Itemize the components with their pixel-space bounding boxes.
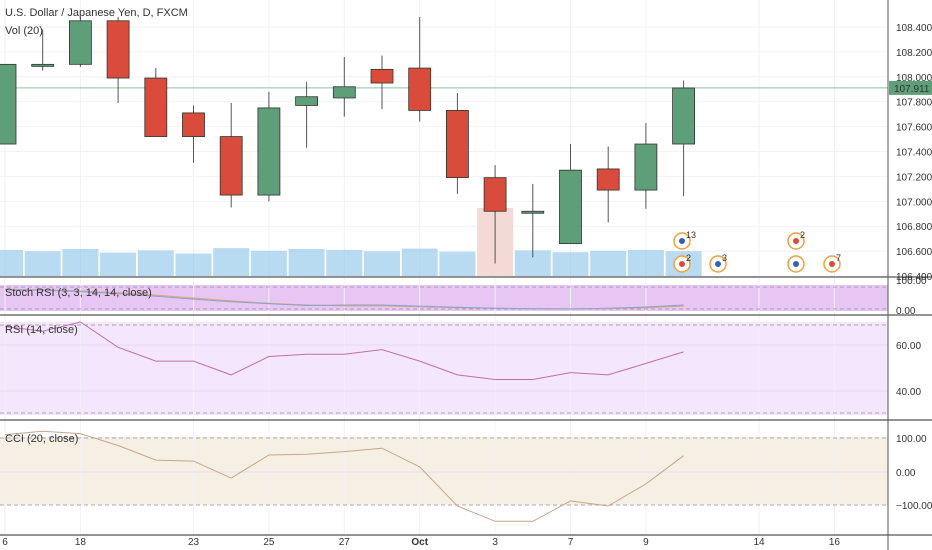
volume-bar: [401, 248, 438, 276]
price-tick-label: 106.600: [896, 247, 932, 258]
candle-body: [634, 143, 658, 191]
event-count-label: 2: [686, 253, 691, 263]
price-tick-label: 108.000: [896, 73, 932, 84]
price-tick-label: 106.800: [896, 222, 932, 233]
candle-body: [182, 112, 205, 137]
candle-body: [559, 169, 582, 245]
price-tick-label: 108.200: [896, 48, 932, 59]
symbol-title: U.S. Dollar / Japanese Yen, D, FXCM: [5, 7, 188, 19]
price-tick-label: 107.800: [896, 98, 932, 109]
last-price-badge: [889, 80, 932, 95]
candle-body: [0, 63, 17, 145]
cci-line: [4, 430, 684, 522]
price-tick-label: 106.400: [896, 272, 932, 283]
volume-bar: [175, 253, 212, 276]
axis-labels: 108.400 108.200 108.000 107.800 107.600 107.4…: [2, 23, 932, 548]
time-tick-label: 16: [829, 537, 841, 548]
candlesticks: [0, 17, 695, 264]
event-count-label: 2: [800, 230, 805, 240]
candle-body: [295, 96, 319, 106]
rsi-tick-label: 60.00: [896, 341, 921, 352]
time-tick-label: 9: [643, 537, 649, 548]
event-count-label: 13: [686, 230, 696, 240]
price-tick-label: 108.400: [896, 23, 932, 34]
event-flag-icon: [793, 261, 799, 267]
time-tick-label: 23: [188, 537, 200, 548]
stoch-rsi-k-line: [4, 289, 684, 310]
volume-bar: [137, 250, 174, 276]
time-tick-label: Oct: [411, 537, 428, 548]
volume-bar: [250, 250, 287, 276]
candle-body: [219, 136, 243, 196]
volume-bar: [364, 251, 400, 276]
cci-tick-label: −100.00: [896, 501, 932, 512]
rsi-band: [0, 322, 888, 415]
event-flag-icon: [829, 261, 835, 267]
event-markers[interactable]: 13 2 3 2 7: [673, 230, 841, 273]
event-count-label: 3: [722, 253, 727, 263]
event-flag-icon: [715, 261, 721, 267]
cci-band: [0, 437, 888, 505]
rsi-tick-label: 40.00: [896, 387, 921, 398]
volume-bar: [439, 251, 476, 276]
price-tick-label: 107.200: [896, 172, 932, 183]
stoch-tick-label: 0.00: [896, 306, 916, 317]
time-tick-label: 27: [339, 537, 351, 548]
rsi-label: RSI (14, close): [5, 324, 78, 336]
volume-label: Vol (20): [5, 25, 43, 37]
last-price-label: 107.911: [894, 84, 930, 95]
candle-body: [106, 20, 130, 79]
candle-body: [332, 86, 356, 99]
volume-bars: [0, 208, 702, 276]
stoch-tick-label: 100.00: [896, 276, 927, 287]
volume-bar: [100, 252, 137, 276]
time-tick-label: 25: [263, 537, 275, 548]
time-tick-label: 14: [753, 537, 765, 548]
volume-bar: [590, 250, 627, 276]
event-count-label: 7: [836, 253, 841, 263]
cci-tick-label: 0.00: [896, 468, 916, 479]
rsi-line: [4, 321, 684, 380]
volume-bar: [213, 248, 250, 276]
price-tick-label: 107.600: [896, 123, 932, 134]
candle-body: [672, 87, 695, 145]
indicator-lines: [4, 288, 684, 522]
candle-body: [370, 68, 394, 84]
event-flag-icon: [679, 261, 685, 267]
cci-tick-label: 100.00: [896, 434, 927, 445]
stoch-rsi-label: Stoch RSI (3, 3, 14, 14, close): [5, 287, 152, 299]
pane-backgrounds: [0, 285, 888, 505]
volume-bar: [627, 249, 664, 276]
time-tick-label: 6: [2, 537, 8, 548]
volume-bar: [24, 251, 61, 276]
event-flag-icon: [679, 238, 685, 244]
time-tick-label: 3: [492, 537, 498, 548]
time-tick-label: 18: [75, 537, 87, 548]
candle-body: [144, 77, 168, 137]
candle-body: [483, 177, 507, 212]
cci-label: CCI (20, close): [5, 433, 78, 445]
volume-bar: [288, 249, 325, 276]
candle-body: [445, 110, 469, 179]
volume-bar: [326, 249, 363, 276]
candle-body: [521, 210, 545, 214]
candle-body: [257, 107, 281, 196]
volume-bar: [552, 252, 589, 276]
candle-body: [69, 20, 92, 65]
candle-body: [596, 168, 620, 191]
candle-body: [408, 67, 432, 111]
time-tick-label: 7: [568, 537, 574, 548]
event-flag-icon: [793, 238, 799, 244]
candle-body: [31, 63, 55, 67]
price-tick-label: 107.000: [896, 197, 932, 208]
volume-bar: [0, 249, 23, 276]
volume-bar: [62, 249, 99, 276]
price-tick-label: 107.400: [896, 148, 932, 159]
